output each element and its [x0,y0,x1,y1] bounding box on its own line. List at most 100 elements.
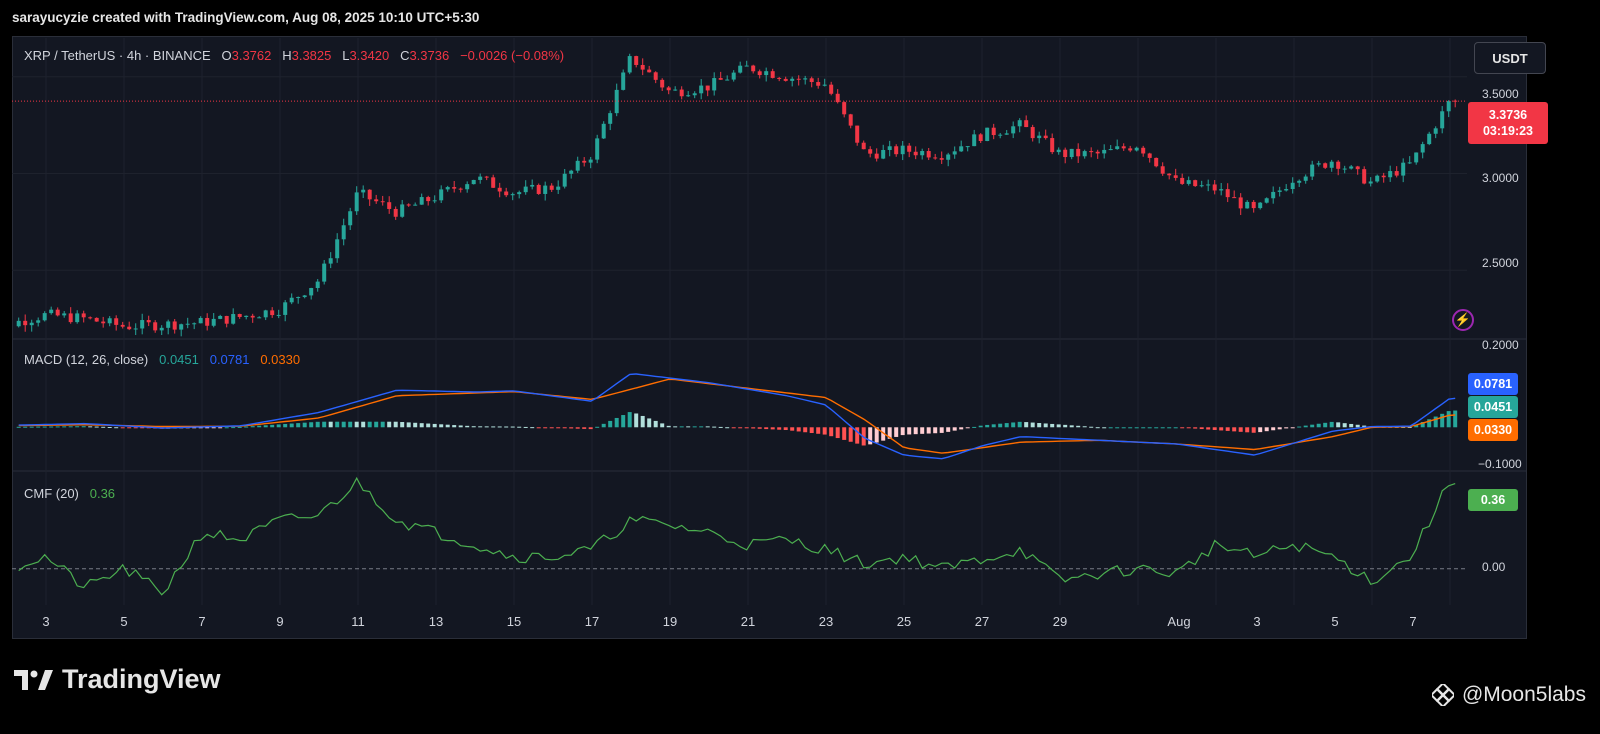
candle-body [920,151,925,156]
candle-body [263,310,268,318]
candle-body [881,149,886,159]
candle-body [757,71,762,76]
candle-body [978,134,983,142]
candle-body [1043,135,1048,139]
candle-body [543,185,548,194]
symbol-name[interactable]: XRP / TetherUS · 4h · BINANCE [24,48,211,63]
candle-body [913,151,918,156]
macd-histogram-bar [1141,427,1146,429]
candle-body [439,189,444,201]
macd-histogram-bar [777,427,782,430]
candle-body [842,102,847,115]
candle-body [1232,197,1237,199]
macd-histogram-bar [803,427,808,433]
macd-histogram-bar [393,421,398,428]
macd-histogram-bar [471,426,476,428]
candle-body [790,78,795,81]
macd-histogram-bar [1004,423,1009,428]
macd-histogram-bar [1069,425,1074,428]
candle-body [172,321,177,330]
macd-histogram-bar [1284,427,1289,429]
candle-body [712,78,717,91]
candle-body [985,127,990,142]
candle-body [179,324,184,330]
tradingview-logo[interactable]: TradingView [14,664,221,695]
candle-body [94,317,99,322]
candle-body [933,157,938,159]
candle-body [1160,166,1165,174]
candle-body [1011,126,1016,134]
candle-body [1433,128,1438,134]
macd-histogram-bar [647,418,652,428]
macd-signal-value: 0.0330 [260,352,301,367]
macd-histogram-bar [361,421,366,428]
candle-body [1427,133,1432,145]
macd-histogram-bar [556,427,561,429]
macd-histogram-bar [608,420,613,428]
candle-body [952,151,957,155]
macd-histogram-bar [952,427,957,431]
macd-histogram-bar [907,427,912,435]
cmf-title[interactable]: CMF (20) [24,486,79,501]
candle-body [367,189,372,200]
chart-credit: sarayucyzie created with TradingView.com… [12,10,480,25]
macd-title[interactable]: MACD (12, 26, close) [24,352,149,367]
candle-body [1004,133,1009,135]
candle-body [296,297,301,299]
macd-histogram-bar [1258,427,1263,433]
candle-body [1245,201,1250,209]
macd-histogram-bar [504,426,509,428]
candle-body [1394,171,1399,176]
candle-body [114,318,119,325]
candle-body [1141,147,1146,154]
macd-histogram-bar [569,427,574,429]
candle-body [1219,189,1224,191]
macd-histogram-bar [1089,426,1094,428]
date-label: 5 [120,614,128,629]
macd-histogram-bar [114,427,119,429]
candle-body [1108,149,1113,151]
candle-body [393,208,398,217]
candle-body [484,176,489,178]
candle-body [81,313,86,318]
currency-button[interactable]: USDT [1474,42,1546,74]
candle-body [49,309,54,314]
macd-histogram-bar [237,426,242,428]
candle-body [75,313,80,323]
macd-line-badge: 0.0781 [1468,373,1518,395]
lightning-icon[interactable]: ⚡ [1452,309,1474,331]
macd-histogram-bar [263,425,268,428]
macd-histogram-bar [426,423,431,428]
macd-histogram-bar [491,426,496,428]
candle-body [803,78,808,80]
macd-histogram-bar [985,424,990,428]
cmf-line [18,476,1456,596]
candle-body [926,151,931,158]
macd-histogram-bar [686,426,691,428]
macd-histogram-bar [1303,425,1308,428]
candle-body [270,310,275,316]
chart-area[interactable] [12,36,1527,639]
candle-body [1212,184,1217,191]
candle-body [413,204,418,206]
macd-histogram-bar [933,427,938,434]
candle-body [1303,176,1308,181]
candle-body [159,327,164,331]
macd-histogram-bar [276,424,281,428]
macd-histogram-bar [510,426,515,428]
date-label: 15 [506,614,522,629]
candle-body [699,85,704,94]
candle-body [595,138,600,160]
candle-body [426,197,431,202]
macd-histogram-bar [289,423,294,428]
macd-histogram-bar [588,427,593,430]
macd-histogram-bar [68,426,73,428]
macd-signal-line [18,378,1456,454]
macd-histogram-bar [1297,426,1302,428]
macd-histogram-bar [1323,422,1328,428]
macd-histogram-bar [660,423,665,428]
watermark: @Moon5labs [1431,683,1586,707]
candle-body [959,146,964,152]
macd-histogram-bar [575,427,580,429]
